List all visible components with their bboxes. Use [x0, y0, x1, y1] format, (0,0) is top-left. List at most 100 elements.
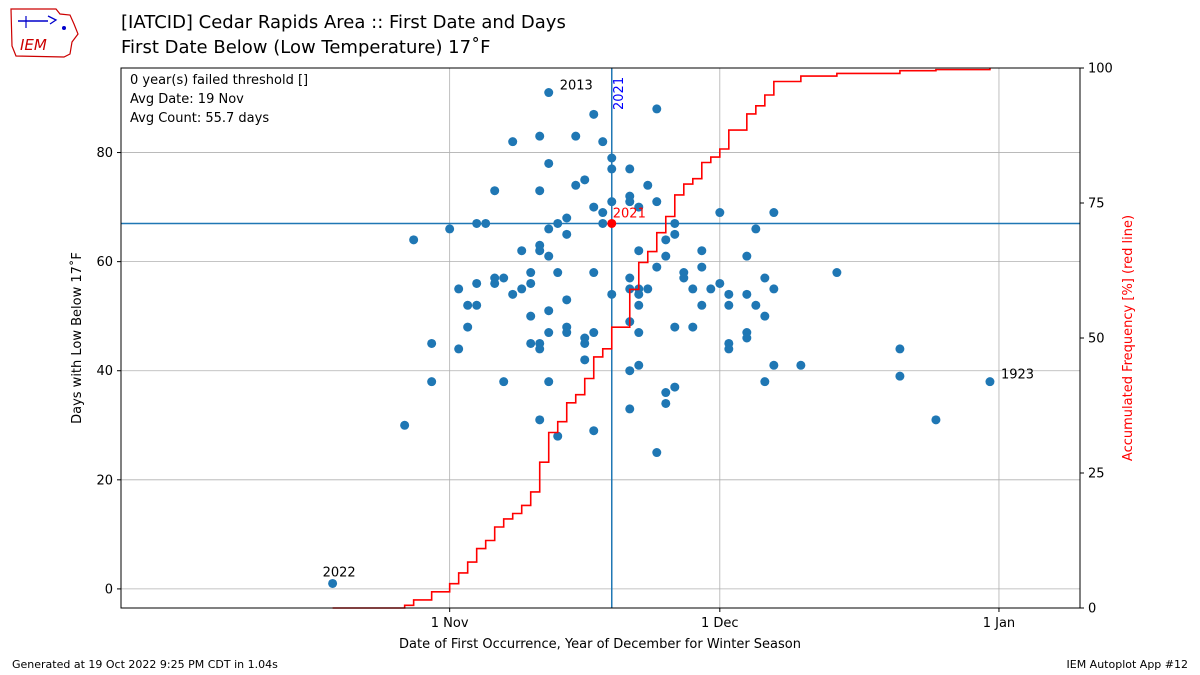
- data-point: [688, 284, 698, 294]
- data-point: [670, 382, 680, 392]
- data-point: [661, 235, 671, 245]
- data-point: [517, 246, 527, 256]
- data-point: [544, 306, 554, 316]
- data-point: [634, 202, 644, 212]
- point-label: 2022: [323, 565, 356, 580]
- y2-tick-label: 50: [1088, 332, 1105, 347]
- data-point: [679, 273, 689, 283]
- data-point: [760, 311, 770, 321]
- data-point: [463, 300, 473, 310]
- data-point: [427, 377, 437, 387]
- footer-generated-text: Generated at 19 Oct 2022 9:25 PM CDT in …: [12, 658, 278, 671]
- data-point: [562, 295, 572, 305]
- data-point: [589, 202, 599, 212]
- data-point: [670, 322, 680, 332]
- data-point: [490, 186, 500, 196]
- data-point: [544, 158, 554, 168]
- reference-lines: [121, 68, 1080, 608]
- data-point: [571, 131, 581, 141]
- point-label: 1923: [1001, 368, 1034, 383]
- data-point: [724, 300, 734, 310]
- info-line-avg-count: Avg Count: 55.7 days: [130, 111, 269, 126]
- data-point: [769, 360, 779, 370]
- data-point: [526, 311, 536, 321]
- info-line-failed: 0 year(s) failed threshold []: [130, 73, 308, 88]
- data-point: [661, 398, 671, 408]
- data-point: [742, 251, 752, 261]
- data-point: [562, 213, 572, 223]
- y-axis-label: Days with Low Below 17˚F: [69, 252, 85, 424]
- data-point: [472, 218, 482, 228]
- data-point: [769, 208, 779, 218]
- data-point: [580, 338, 590, 348]
- plot-frame: [120, 67, 1081, 609]
- y2-tick-label: 25: [1088, 467, 1105, 482]
- data-point: [760, 377, 770, 387]
- data-point: [544, 88, 554, 98]
- y-tick-label: 20: [96, 473, 113, 488]
- y-tick-label: 0: [105, 582, 113, 597]
- y2-tick-label: 100: [1088, 62, 1113, 77]
- data-point: [535, 246, 545, 256]
- data-point: [607, 289, 617, 299]
- data-point: [697, 246, 707, 256]
- x-tick-label: 1 Nov: [431, 616, 469, 631]
- highlight-point-label: 2021: [613, 206, 646, 221]
- data-point: [526, 278, 536, 288]
- data-point: [499, 377, 509, 387]
- data-point: [985, 377, 995, 387]
- footer-app-id: IEM Autoplot App #12: [1066, 658, 1189, 671]
- data-point: [463, 322, 473, 332]
- data-point: [409, 235, 419, 245]
- chart-subtitle: First Date Below (Low Temperature) 17˚F: [121, 37, 491, 58]
- data-point: [571, 180, 581, 190]
- chart-title: [IATCID] Cedar Rapids Area :: First Date…: [121, 12, 566, 33]
- data-point: [481, 218, 491, 228]
- data-point: [625, 404, 635, 414]
- data-point: [328, 578, 338, 588]
- data-point: [589, 109, 599, 119]
- data-point: [508, 289, 518, 299]
- data-point: [490, 278, 500, 288]
- data-point: [499, 273, 509, 283]
- data-point: [445, 224, 455, 234]
- reference-vline-label: 2021: [612, 77, 627, 110]
- data-point: [553, 268, 563, 278]
- data-point: [706, 284, 716, 294]
- data-point: [643, 180, 653, 190]
- data-point: [535, 131, 545, 141]
- data-point: [598, 218, 608, 228]
- data-point: [697, 300, 707, 310]
- data-point: [535, 186, 545, 196]
- data-point: [724, 289, 734, 299]
- data-point: [472, 300, 482, 310]
- data-point: [895, 344, 905, 354]
- info-box: 0 year(s) failed threshold [] Avg Date: …: [130, 73, 312, 126]
- data-point: [625, 197, 635, 207]
- data-point: [634, 360, 644, 370]
- data-point: [553, 431, 563, 441]
- data-point: [508, 137, 518, 147]
- data-point: [607, 153, 617, 163]
- data-point: [670, 218, 680, 228]
- data-point: [544, 251, 554, 261]
- data-point: [625, 164, 635, 174]
- data-point: [607, 197, 617, 207]
- y2-tick-label: 75: [1088, 197, 1105, 212]
- data-point: [634, 246, 644, 256]
- y2-tick-label: 0: [1088, 602, 1096, 617]
- data-point: [931, 415, 941, 425]
- y-tick-label: 60: [96, 255, 113, 270]
- x-axis-label: Date of First Occurrence, Year of Decemb…: [399, 637, 801, 652]
- iem-logo: IEM: [10, 8, 79, 58]
- data-point: [562, 328, 572, 338]
- data-point: [715, 208, 725, 218]
- data-point: [598, 208, 608, 218]
- axes: 1 Nov 1 Dec 1 Jan 0 20 40 60 80 0 25 50 75 100: [96, 62, 1112, 632]
- svg-text:IEM: IEM: [20, 36, 47, 54]
- data-point: [589, 328, 599, 338]
- data-point: [715, 278, 725, 288]
- data-point: [697, 262, 707, 272]
- data-point: [895, 371, 905, 381]
